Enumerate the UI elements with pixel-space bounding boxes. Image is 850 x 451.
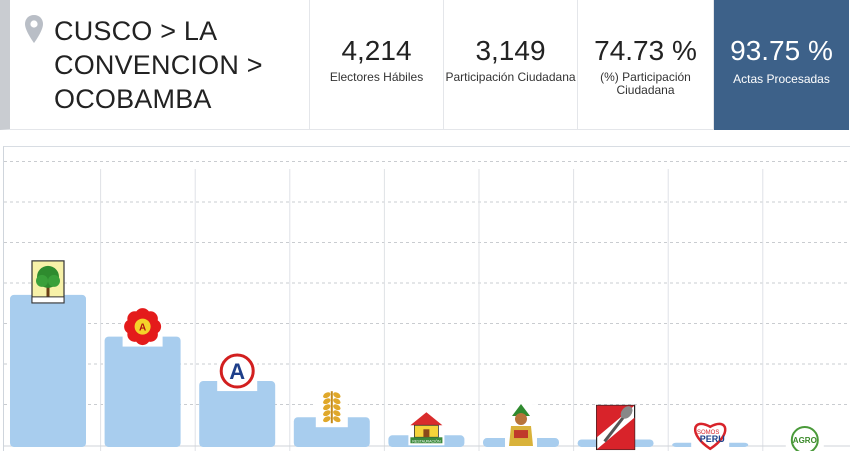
bar-flower[interactable] [105, 337, 181, 447]
stat-actas-procesadas: 93.75 % Actas Procesadas [714, 0, 849, 130]
location-pin-icon [24, 14, 44, 44]
svg-text:PERU: PERU [700, 434, 725, 444]
bar-tree[interactable] [10, 295, 86, 447]
location-line: CONVENCION > [54, 48, 263, 82]
svg-text:AGRO: AGRO [793, 436, 817, 445]
stat-electores: 4,214 Electores Hábiles [310, 0, 444, 130]
letter-a-logo: A [217, 351, 257, 391]
tree-logo [32, 261, 64, 303]
inca-figure-logo [505, 404, 537, 448]
stat-label: Electores Hábiles [330, 71, 423, 84]
location-line: OCOBAMBA [54, 82, 263, 116]
wheat-logo [316, 387, 348, 427]
stat-value: 4,214 [341, 34, 411, 68]
location-breadcrumb: CUSCO > LA CONVENCION > OCOBAMBA [0, 0, 310, 130]
location-line: CUSCO > LA [54, 14, 263, 48]
results-header: CUSCO > LA CONVENCION > OCOBAMBA 4,214 E… [0, 0, 850, 133]
stat-value: 93.75 % [730, 34, 833, 68]
stat-participacion-pct: 74.73 % (%) Participación Ciudadana [578, 0, 714, 130]
svg-text:RESTAURACIÓN: RESTAURACIÓN [412, 438, 441, 443]
house-logo: RESTAURACIÓN [408, 405, 444, 445]
stat-label: Actas Procesadas [733, 73, 830, 86]
svg-text:A: A [139, 323, 146, 334]
stat-label: Participación Ciudadana [445, 71, 575, 84]
location-text: CUSCO > LA CONVENCION > OCOBAMBA [54, 14, 263, 116]
flower-logo: A [123, 307, 163, 347]
stat-value: 74.73 % [594, 34, 697, 68]
agro-logo: AGRO [786, 425, 824, 451]
stat-label: Ciudadana [616, 84, 674, 97]
shovel-logo [597, 404, 635, 450]
stat-participacion: 3,149 Participación Ciudadana [444, 0, 578, 130]
stat-value: 3,149 [475, 34, 545, 68]
svg-text:A: A [229, 359, 245, 384]
